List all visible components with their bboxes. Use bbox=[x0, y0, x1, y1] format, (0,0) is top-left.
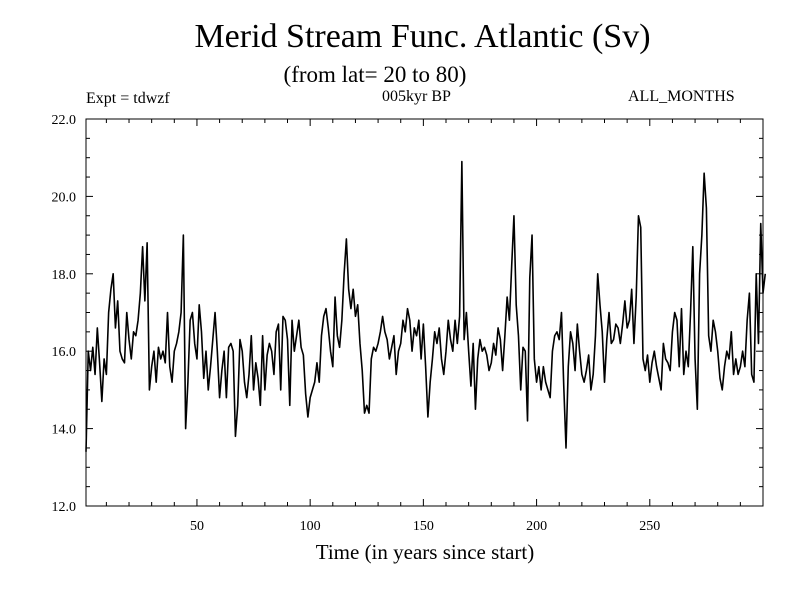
series-layer bbox=[85, 160, 767, 452]
series-line bbox=[85, 160, 767, 452]
chart-subtitle: (from lat= 20 to 80) bbox=[283, 62, 467, 87]
months-label: ALL_MONTHS bbox=[628, 88, 735, 105]
period-label: 005kyr BP bbox=[382, 88, 451, 105]
x-axis-label: Time (in years since start) bbox=[315, 540, 535, 564]
y-tick-label: 20.0 bbox=[52, 190, 77, 205]
x-axis: 50 100 150 200 250 bbox=[105, 119, 764, 534]
y-tick-label: 18.0 bbox=[52, 268, 77, 283]
x-tick-label: 100 bbox=[300, 519, 321, 534]
experiment-label: Expt = tdwzf bbox=[86, 90, 170, 107]
y-tick-label: 12.0 bbox=[52, 500, 77, 515]
y-tick-label: 16.0 bbox=[52, 345, 77, 360]
plot-border bbox=[85, 118, 764, 507]
plot-frame bbox=[85, 118, 764, 507]
x-tick-label: 200 bbox=[526, 519, 547, 534]
x-tick-label: 50 bbox=[190, 519, 204, 534]
x-tick-label: 250 bbox=[639, 519, 660, 534]
y-tick-label: 14.0 bbox=[52, 423, 77, 438]
chart-title: Merid Stream Func. Atlantic (Sv) bbox=[194, 18, 651, 55]
y-axis: 12.0 14.0 16.0 18.0 20.0 22.0 bbox=[52, 113, 763, 515]
x-tick-label: 150 bbox=[413, 519, 434, 534]
y-tick-label: 22.0 bbox=[52, 113, 77, 128]
